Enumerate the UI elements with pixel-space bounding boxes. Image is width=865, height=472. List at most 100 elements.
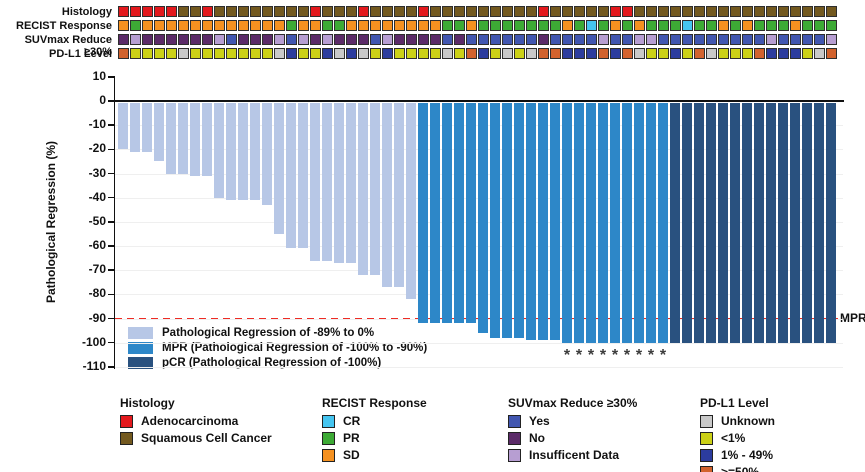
track-cell-histology (406, 6, 417, 17)
legend-swatch (322, 431, 335, 445)
track-cell-suvmax (646, 34, 657, 45)
track-cell-histology (634, 6, 645, 17)
track-cell-pdl1 (430, 48, 441, 59)
legend-item-label: Yes (529, 414, 550, 428)
track-cell-pdl1 (118, 48, 129, 59)
track-cell-pdl1 (814, 48, 825, 59)
track-cell-suvmax (730, 34, 741, 45)
track-cell-histology (322, 6, 333, 17)
track-cell-recist (430, 20, 441, 31)
track-cell-recist (358, 20, 369, 31)
track-cell-recist (754, 20, 765, 31)
track-cell-suvmax (370, 34, 381, 45)
bar-patient (418, 102, 428, 324)
bar-patient (694, 102, 704, 343)
bar-patient (538, 102, 548, 341)
y-axis-tick (108, 172, 115, 175)
track-cell-histology (790, 6, 801, 17)
track-cell-suvmax (802, 34, 813, 45)
track-cell-pdl1 (706, 48, 717, 59)
track-cell-pdl1 (238, 48, 249, 59)
bar-patient (490, 102, 500, 338)
bar-patient (598, 102, 608, 343)
bar-legend-swatch (128, 341, 153, 354)
track-cell-histology (250, 6, 261, 17)
legend-swatch (700, 465, 713, 472)
track-cell-recist (718, 20, 729, 31)
y-axis-tick-label: -80 (88, 286, 106, 301)
bar-patient (154, 102, 164, 162)
legend-group-title: PD-L1 Level (700, 396, 769, 410)
track-cell-pdl1 (634, 48, 645, 59)
track-cell-histology (454, 6, 465, 17)
bar-legend-row: pCR (Pathological Regression of -100%) (128, 355, 427, 370)
track-cell-recist (298, 20, 309, 31)
track-cell-suvmax (718, 34, 729, 45)
track-cell-recist (238, 20, 249, 31)
track-cell-histology (262, 6, 273, 17)
legend-item: 1% - 49% (700, 448, 775, 462)
bar-patient (526, 102, 536, 341)
legend-swatch (508, 414, 521, 428)
track-cell-recist (418, 20, 429, 31)
bar-legend-label: Pathological Regression of -89% to 0% (162, 326, 375, 339)
track-cell-histology (166, 6, 177, 17)
bar-patient (658, 102, 668, 343)
track-cell-histology (418, 6, 429, 17)
track-cell-histology (658, 6, 669, 17)
track-cell-recist (574, 20, 585, 31)
track-cell-histology (370, 6, 381, 17)
track-cell-suvmax (490, 34, 501, 45)
significance-asterisk: * (623, 347, 631, 364)
track-cell-suvmax (586, 34, 597, 45)
track-cell-suvmax (754, 34, 765, 45)
significance-asterisk: * (611, 347, 619, 364)
gridline (115, 342, 843, 344)
track-cell-pdl1 (334, 48, 345, 59)
track-cell-pdl1 (778, 48, 789, 59)
track-cell-suvmax (226, 34, 237, 45)
track-cell-suvmax (658, 34, 669, 45)
track-cell-pdl1 (310, 48, 321, 59)
track-cell-pdl1 (718, 48, 729, 59)
track-cell-pdl1 (598, 48, 609, 59)
bar-patient (754, 102, 764, 343)
track-cell-recist (670, 20, 681, 31)
track-cell-histology (754, 6, 765, 17)
legend-item: >=50% (700, 465, 775, 472)
track-cell-suvmax (262, 34, 273, 45)
bar-legend-swatch (128, 356, 153, 369)
bar-patient (586, 102, 596, 343)
track-cell-pdl1 (682, 48, 693, 59)
track-cell-histology (742, 6, 753, 17)
legend-group-histology: Histology Adenocarcinoma Squamous Cell Can… (120, 396, 272, 448)
bar-patient (394, 102, 404, 288)
track-cell-recist (790, 20, 801, 31)
track-cell-suvmax (454, 34, 465, 45)
track-cell-pdl1 (178, 48, 189, 59)
track-cell-suvmax (574, 34, 585, 45)
bar-group-legend: Pathological Regression of -89% to 0% MPR… (128, 325, 427, 370)
track-cell-recist (310, 20, 321, 31)
track-cell-suvmax (130, 34, 141, 45)
track-cell-recist (190, 20, 201, 31)
bar-legend-swatch (128, 326, 153, 339)
track-cell-pdl1 (226, 48, 237, 59)
bar-legend-label: pCR (Pathological Regression of -100%) (162, 356, 382, 369)
legend-item-label: 1% - 49% (721, 448, 774, 462)
y-axis-tick (108, 100, 115, 102)
y-axis-tick-label: -110 (82, 358, 106, 373)
track-cell-histology (442, 6, 453, 17)
track-cell-recist (130, 20, 141, 31)
track-cell-histology (766, 6, 777, 17)
track-cell-recist (214, 20, 225, 31)
track-cell-suvmax (154, 34, 165, 45)
y-axis-tick (108, 124, 115, 126)
legend-item-label: No (529, 431, 545, 445)
track-cell-suvmax (166, 34, 177, 45)
track-cell-recist (658, 20, 669, 31)
legend-group-title: RECIST Response (322, 396, 427, 410)
legend-item-label: Unknown (721, 414, 775, 428)
track-cell-histology (274, 6, 285, 17)
track-cell-recist (442, 20, 453, 31)
